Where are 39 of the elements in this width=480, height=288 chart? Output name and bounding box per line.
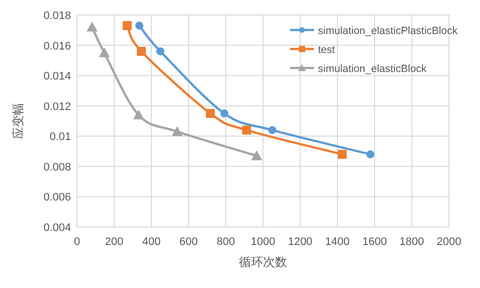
x-tick-label: 800: [216, 236, 235, 248]
y-tick-label: 0.014: [43, 70, 71, 83]
x-axis-title: 循环次数: [239, 255, 287, 269]
legend-label: test: [318, 44, 336, 56]
legend-label: simulation_elasticBlock: [318, 63, 428, 75]
point: [86, 22, 98, 32]
point: [251, 150, 262, 160]
x-tick-label: 1000: [250, 236, 276, 248]
y-tick-label: 0.004: [43, 222, 71, 234]
point: [135, 22, 144, 30]
point: [133, 109, 144, 120]
point: [338, 150, 347, 159]
y-axis-title: 应变幅: [11, 103, 25, 139]
point: [156, 47, 164, 56]
point: [220, 109, 228, 118]
y-tick-label: 0.016: [43, 40, 71, 52]
point: [242, 126, 252, 135]
point: [268, 126, 276, 134]
x-tick-label: 2000: [436, 236, 462, 248]
x-tick-label: 200: [105, 236, 124, 248]
x-tick-label: 1600: [362, 236, 387, 248]
x-tick-label: 1800: [400, 236, 424, 248]
x-tick-label: 0: [74, 236, 80, 248]
legend-label: simulation_elasticPlasticBlock: [318, 25, 458, 37]
point: [122, 21, 132, 30]
x-tick-label: 400: [142, 236, 161, 248]
y-tick-label: 0.018: [43, 10, 71, 22]
y-tick-label: 0.01: [50, 131, 71, 144]
y-tick-label: 0.012: [43, 100, 71, 113]
y-tick-label: 0.008: [43, 161, 71, 174]
point: [172, 126, 183, 136]
y-tick-label: 0.006: [43, 192, 71, 204]
point: [136, 46, 146, 56]
x-tick-label: 1400: [325, 236, 350, 248]
x-tick-label: 600: [179, 236, 198, 248]
point: [98, 47, 110, 58]
point: [206, 108, 215, 118]
point: [366, 150, 374, 158]
x-tick-label: 1200: [288, 236, 312, 248]
